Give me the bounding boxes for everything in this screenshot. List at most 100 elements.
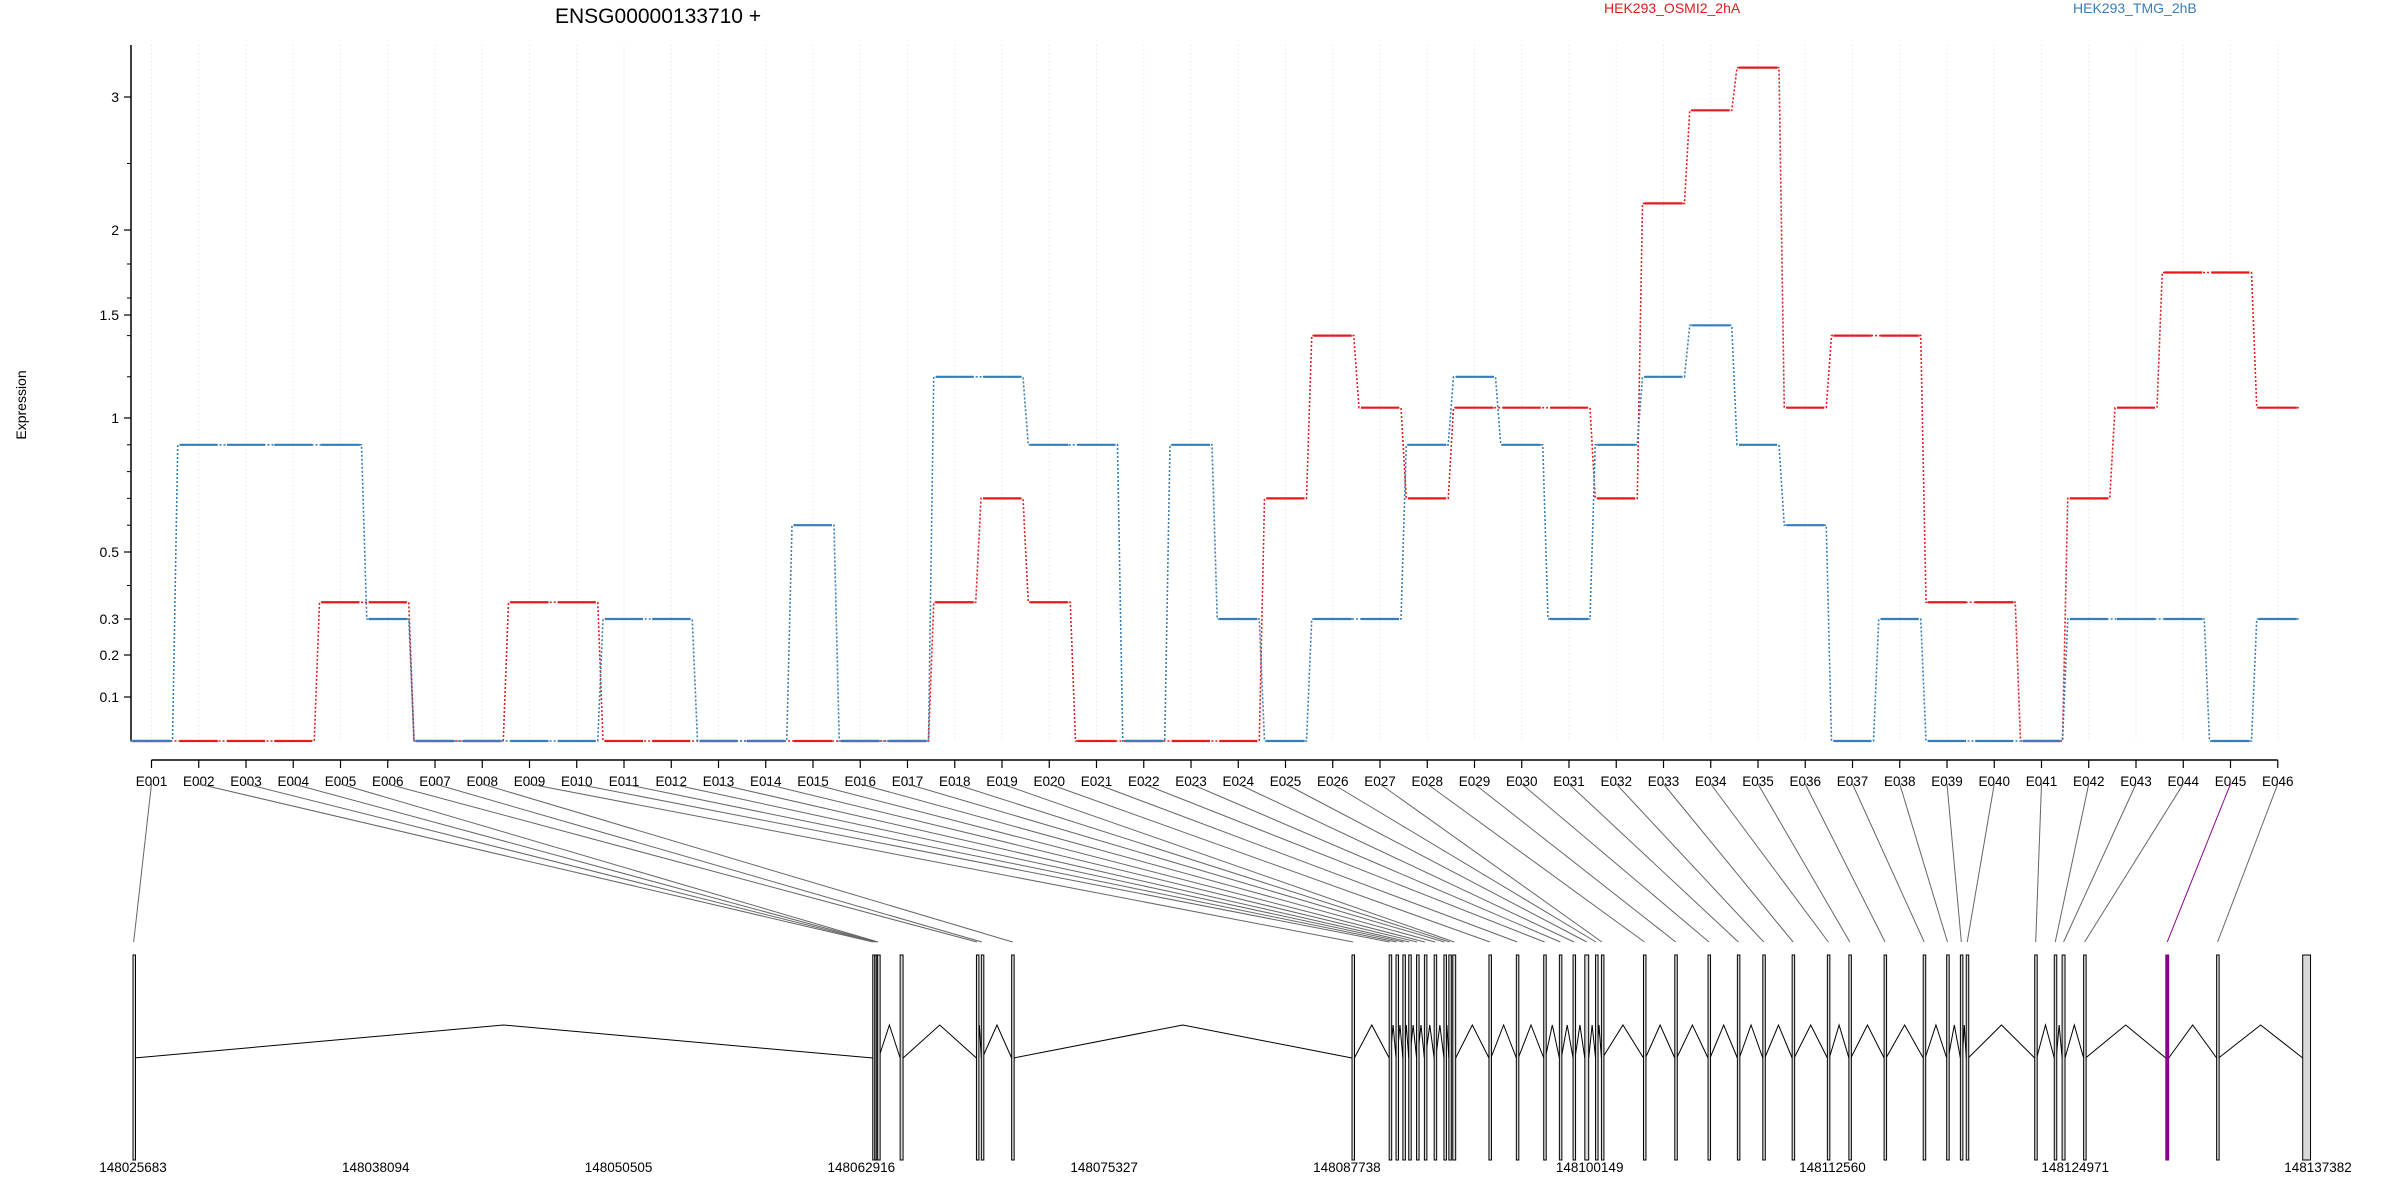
exon-label: E025: [1270, 774, 1302, 789]
exon-box: [2083, 954, 2087, 1161]
exon-label: E046: [2262, 774, 2294, 789]
exon-connector: [2084, 783, 2184, 943]
y-tick-label: 0.2: [100, 647, 120, 663]
exon-box: [132, 954, 136, 1161]
exon-connector: [2166, 783, 2231, 943]
exon-connector: [1615, 783, 1765, 943]
exon-box: [1826, 954, 1831, 1161]
exon-label: E022: [1128, 774, 1160, 789]
exon-box: [1600, 954, 1605, 1161]
exon-box: [877, 954, 881, 1161]
exon-label: E008: [466, 774, 498, 789]
intron-line: [1947, 1024, 1961, 1059]
exon-connector: [2217, 783, 2279, 943]
grid-lines: [151, 45, 2279, 741]
exon-box: [1402, 954, 1406, 1161]
exon-connector: [1285, 783, 1587, 943]
exon-label: E010: [561, 774, 593, 789]
gene-model: [132, 954, 2312, 1161]
exon-label: E003: [230, 774, 262, 789]
exon-label: E033: [1648, 774, 1680, 789]
y-tick-label: 0.3: [100, 611, 120, 627]
series-line: [130, 324, 2299, 742]
exon-label: E029: [1459, 774, 1491, 789]
intron-line: [981, 1023, 1013, 1059]
exon-label: E044: [2167, 774, 2199, 789]
coordinate-label: 148062916: [828, 1160, 896, 1175]
exon-box: [1883, 954, 1888, 1161]
exon-label: E014: [750, 774, 782, 789]
exon-connector: [2035, 783, 2042, 943]
y-axis: 0.1 0.2 0.3 0.5 1 1.5 2 3: [100, 45, 132, 741]
y-tick-label: 0.5: [100, 544, 120, 560]
y-tick-label: 2: [111, 222, 119, 238]
exon-connectors: [133, 783, 2279, 943]
exon-box: [2061, 954, 2066, 1161]
exon-box: [1408, 954, 1412, 1161]
intron-line: [878, 1023, 901, 1059]
exon-connector: [1899, 783, 1948, 943]
intron-line: [134, 1024, 873, 1059]
exon-label: E021: [1081, 774, 1113, 789]
exon-box: [975, 954, 980, 1161]
series-1: [130, 324, 2299, 743]
chart-title: ENSG00000133710 +: [555, 5, 761, 28]
exon-label: E011: [609, 774, 640, 789]
coordinate-label: 148100149: [1556, 1160, 1624, 1175]
exon-label: E009: [514, 774, 546, 789]
exon-label: E039: [1931, 774, 1963, 789]
exon-connector: [1426, 783, 1645, 943]
exon-box: [1959, 954, 1964, 1161]
exon-connector: [1852, 783, 1925, 943]
exon-box: [1443, 954, 1447, 1161]
intron-line: [1676, 1023, 1709, 1059]
exon-connector: [812, 783, 1426, 943]
exon-connector: [293, 783, 877, 943]
exon-label: E035: [1742, 774, 1774, 789]
coordinate-label: 148087738: [1313, 1160, 1381, 1175]
exon-connector: [529, 783, 1354, 943]
exon-connector: [1663, 783, 1794, 943]
exon-label: E027: [1364, 774, 1396, 789]
exon-box: [1448, 954, 1452, 1161]
exon-connector: [718, 783, 1410, 943]
exon-connector: [1143, 783, 1545, 943]
x-axis: E001 E002 E003 E004 E005 E006 E007 E008 E009 E010…: [136, 759, 2294, 789]
series-lines: [130, 66, 2299, 743]
exon-label: E018: [939, 774, 971, 789]
y-tick-label: 1: [111, 410, 119, 426]
intron-line: [1560, 1024, 1574, 1059]
legend-entry-osmi2[interactable]: HEK293_OSMI2_2hA: [1604, 0, 1741, 16]
exon-connector: [1757, 783, 1851, 943]
exon-connector: [1096, 783, 1518, 943]
exon-label: E007: [419, 774, 451, 789]
legend-entry-tmg[interactable]: HEK293_TMG_2hB: [2073, 0, 2197, 16]
exon-label: E004: [277, 774, 309, 789]
exon-label: E043: [2120, 774, 2152, 789]
exon-label: E005: [325, 774, 357, 789]
exon-label: E013: [703, 774, 735, 789]
exon-connector: [1710, 783, 1829, 943]
exon-box: [1707, 954, 1712, 1161]
exon-box: [1595, 954, 1599, 1161]
exon-box: [1558, 954, 1563, 1161]
exon-label: E015: [797, 774, 829, 789]
intron-line: [1967, 1024, 2036, 1059]
exon-label: E034: [1695, 774, 1727, 789]
exon-label: E036: [1789, 774, 1821, 789]
exon-label: E002: [183, 774, 215, 789]
intron-line: [1517, 1023, 1545, 1059]
intron-line: [1353, 1023, 1390, 1059]
exon-connector: [198, 783, 874, 943]
exon-box: [1543, 954, 1547, 1161]
exon-box: [2216, 954, 2220, 1161]
exon-box: [1848, 954, 1852, 1161]
exon-connector: [340, 783, 879, 943]
series-0: [130, 66, 2299, 743]
exon-box: [2034, 954, 2038, 1161]
exon-box: [1922, 954, 1927, 1161]
y-tick-label: 1.5: [100, 307, 120, 323]
coordinate-label: 148038094: [342, 1160, 410, 1175]
intron-line: [902, 1024, 977, 1059]
